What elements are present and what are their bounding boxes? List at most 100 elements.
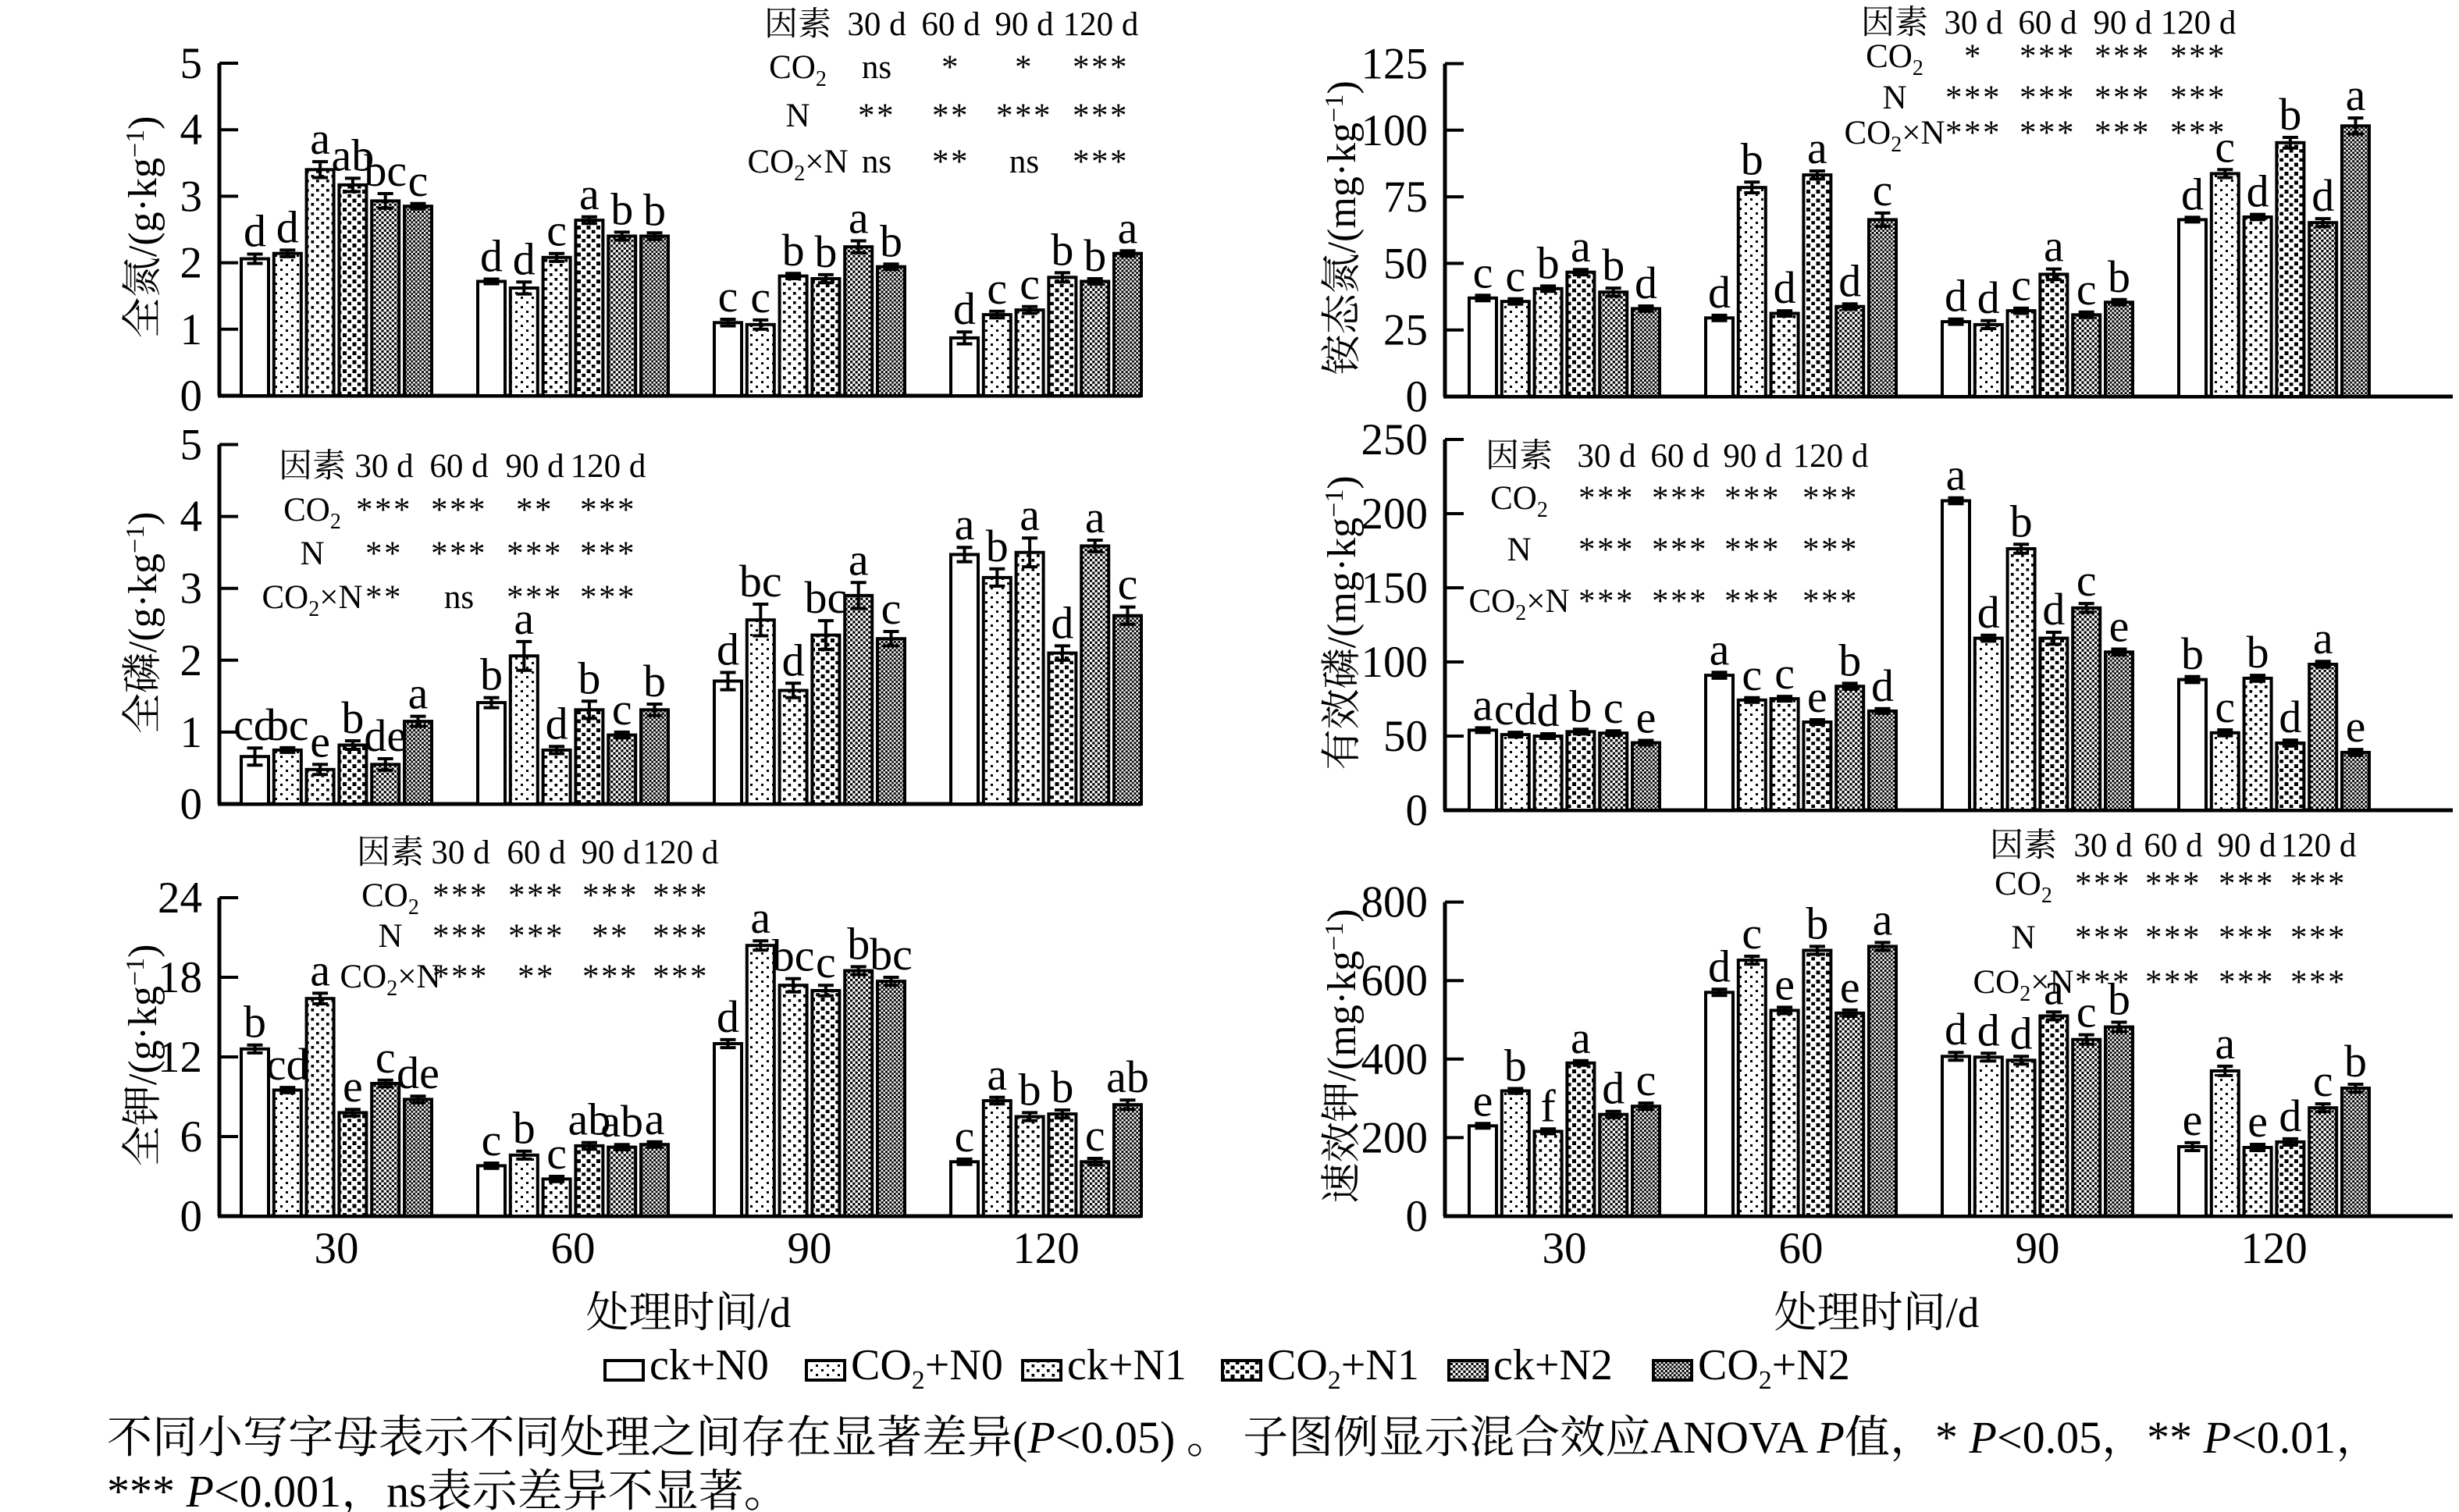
svg-text:90 d: 90 d — [995, 0, 1053, 45]
svg-text:***: *** — [1724, 471, 1781, 519]
svg-text:b: b — [1602, 228, 1625, 294]
svg-text:de: de — [364, 699, 407, 764]
svg-text:4: 4 — [180, 94, 203, 158]
svg-text:c: c — [546, 194, 567, 259]
svg-text:N: N — [300, 527, 324, 575]
svg-text:***: *** — [1724, 523, 1781, 571]
svg-text:30 d: 30 d — [847, 0, 906, 45]
svg-text:***: *** — [1802, 575, 1859, 622]
svg-text:b: b — [2181, 617, 2204, 682]
svg-text:18: 18 — [158, 941, 202, 1005]
svg-text:c: c — [1085, 1098, 1105, 1164]
svg-text:***: *** — [2170, 106, 2226, 154]
svg-text:不同小写字母表示不同处理之间存在显著差异(P<0.05) 。: 不同小写字母表示不同处理之间存在显著差异(P<0.05) 。 子图例显示混合效应… — [107, 1400, 2381, 1466]
svg-text:b: b — [610, 172, 633, 237]
svg-text:处理时间/d: 处理时间/d — [1774, 1278, 1980, 1339]
svg-text:ab: ab — [568, 1083, 611, 1148]
svg-text:d: d — [546, 686, 568, 752]
svg-text:12: 12 — [158, 1021, 202, 1085]
svg-text:d: d — [1977, 261, 2000, 326]
svg-text:bc: bc — [739, 544, 782, 610]
svg-text:b: b — [578, 641, 600, 706]
svg-text:5: 5 — [180, 409, 203, 473]
svg-text:a: a — [579, 157, 600, 222]
svg-text:d: d — [480, 219, 503, 285]
svg-text:bc: bc — [805, 560, 848, 626]
svg-text:***: *** — [2020, 30, 2076, 77]
svg-text:CO2+N0: CO2+N0 — [851, 1330, 1003, 1396]
svg-text:a: a — [645, 1082, 665, 1147]
svg-text:c: c — [1473, 235, 1493, 301]
svg-text:1: 1 — [180, 696, 203, 760]
svg-text:因素: 因素 — [1486, 429, 1553, 477]
svg-text:a: a — [1473, 667, 1493, 733]
svg-text:30 d: 30 d — [1944, 0, 2002, 44]
svg-text:b: b — [2108, 962, 2130, 1028]
svg-text:c: c — [1603, 671, 1624, 736]
svg-text:***: *** — [580, 571, 636, 618]
svg-text:N: N — [2011, 911, 2035, 959]
svg-text:c: c — [1505, 239, 1525, 304]
svg-text:90 d: 90 d — [505, 439, 564, 487]
svg-text:***: *** — [356, 483, 412, 531]
svg-text:*** P<0.001，ns表示差异不显著。: *** P<0.001，ns表示差异不显著。 — [107, 1454, 789, 1512]
svg-text:d: d — [1838, 244, 1861, 309]
svg-text:f: f — [1540, 1069, 1556, 1134]
svg-text:b: b — [244, 985, 266, 1051]
svg-text:30 d: 30 d — [354, 439, 413, 487]
svg-text:bc: bc — [364, 133, 407, 199]
svg-text:c: c — [1742, 638, 1762, 703]
svg-text:c: c — [1020, 247, 1040, 312]
svg-text:*: * — [941, 41, 960, 88]
svg-text:ck+N0: ck+N0 — [649, 1330, 769, 1393]
svg-text:***: *** — [507, 571, 563, 618]
svg-text:b: b — [2010, 484, 2033, 550]
svg-text:de: de — [397, 1036, 439, 1101]
svg-text:a: a — [310, 933, 330, 998]
svg-text:***: *** — [432, 950, 489, 998]
svg-text:b: b — [1051, 212, 1073, 278]
svg-text:***: *** — [580, 483, 636, 531]
svg-text:***: *** — [2170, 71, 2226, 119]
svg-text:ck+N2: ck+N2 — [1493, 1330, 1613, 1393]
svg-text:e: e — [2346, 689, 2366, 755]
svg-text:50: 50 — [1383, 227, 1428, 291]
svg-text:d: d — [782, 623, 805, 688]
svg-text:CO2×N: CO2×N — [747, 135, 848, 187]
svg-text:e: e — [310, 704, 330, 770]
svg-text:d: d — [2279, 680, 2301, 745]
svg-text:**: ** — [516, 483, 553, 531]
svg-text:24: 24 — [158, 862, 202, 926]
svg-text:d: d — [2042, 572, 2065, 638]
svg-text:因素: 因素 — [279, 439, 346, 487]
svg-text:b: b — [986, 509, 1009, 575]
svg-text:c: c — [2076, 543, 2097, 609]
svg-text:30: 30 — [315, 1212, 359, 1276]
svg-text:120 d: 120 d — [2161, 0, 2237, 44]
svg-text:ab: ab — [1106, 1040, 1149, 1105]
svg-text:***: *** — [507, 527, 563, 575]
svg-text:b: b — [880, 204, 902, 269]
svg-text:c: c — [718, 259, 738, 325]
svg-text:***: *** — [2145, 911, 2201, 959]
svg-text:ns: ns — [862, 41, 891, 88]
svg-text:***: *** — [2219, 911, 2275, 959]
svg-text:***: *** — [653, 909, 709, 957]
svg-text:c: c — [2076, 252, 2097, 318]
svg-text:a: a — [2215, 1006, 2235, 1072]
svg-text:***: *** — [1945, 106, 2002, 154]
svg-text:*: * — [1015, 41, 1034, 88]
svg-text:d: d — [2247, 155, 2269, 220]
svg-text:25: 25 — [1383, 294, 1428, 358]
svg-text:***: *** — [508, 869, 564, 916]
svg-text:120 d: 120 d — [1793, 429, 1869, 477]
svg-text:**: ** — [365, 571, 403, 618]
svg-text:a: a — [310, 101, 330, 167]
svg-text:***: *** — [1802, 471, 1859, 519]
svg-text:cd: cd — [266, 1027, 309, 1093]
svg-text:120: 120 — [2240, 1212, 2308, 1276]
svg-text:b: b — [2279, 77, 2301, 143]
svg-text:120 d: 120 d — [1063, 0, 1139, 45]
svg-text:***: *** — [582, 950, 639, 998]
svg-text:**: ** — [858, 89, 895, 137]
